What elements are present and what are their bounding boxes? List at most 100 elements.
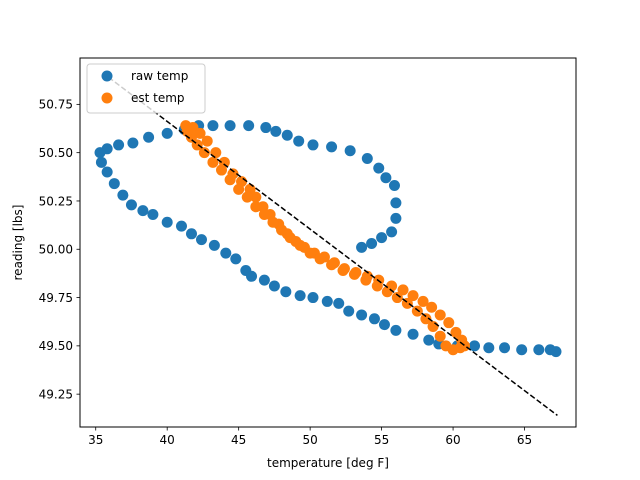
raw-temp-point: [380, 172, 392, 184]
x-tick-label: 35: [88, 433, 103, 447]
raw-temp-point: [307, 292, 319, 304]
est-temp-point: [194, 127, 206, 139]
raw-temp-point: [373, 162, 385, 174]
raw-temp-point: [137, 205, 149, 217]
raw-temp-point: [356, 309, 368, 321]
raw-temp-point: [185, 228, 197, 240]
raw-temp-point: [516, 344, 528, 356]
raw-temp-point: [220, 247, 232, 259]
est-temp-point: [420, 313, 432, 325]
est-temp-point: [258, 208, 270, 220]
est-temp-point: [207, 156, 219, 168]
raw-temp-point: [143, 131, 155, 143]
y-tick-label: 49.75: [39, 291, 73, 305]
raw-temp-point: [533, 344, 545, 356]
y-tick-label: 49.50: [39, 339, 73, 353]
raw-temp-point: [161, 216, 173, 228]
raw-temp-point: [101, 166, 113, 178]
est-temp-point: [434, 330, 446, 342]
est-temp-point: [337, 265, 349, 277]
raw-temp-point: [390, 212, 402, 224]
raw-temp-point: [469, 340, 481, 352]
raw-temp-point: [361, 152, 373, 164]
est-temp-point: [443, 317, 455, 329]
y-tick-label: 50.75: [39, 98, 73, 112]
est-temp-point: [224, 174, 236, 186]
y-tick-label: 50.00: [39, 243, 73, 257]
raw-temp-point: [224, 120, 236, 132]
raw-temp-point: [125, 199, 137, 211]
est-temp-point: [250, 201, 262, 213]
fit-line: [108, 76, 558, 417]
raw-temp-point: [108, 178, 120, 190]
raw-temp-point: [499, 342, 511, 354]
est-temp-point: [181, 125, 193, 137]
raw-temp-point: [243, 120, 255, 132]
raw-temp-point: [208, 239, 220, 251]
raw-temp-point: [376, 232, 388, 244]
est-temp-point: [314, 253, 326, 265]
raw-temp-point: [366, 237, 378, 249]
est-temp-point: [426, 301, 438, 313]
raw-temp-point: [294, 290, 306, 302]
raw-temp-point: [117, 189, 129, 201]
est-temp-point: [360, 274, 372, 286]
raw-temp-point: [388, 180, 400, 192]
est-temp-point: [391, 292, 403, 304]
raw-temp-point: [175, 220, 187, 232]
y-axis-label: reading [lbs]: [11, 205, 25, 281]
raw-temp-point: [378, 319, 390, 331]
est-temp-point: [371, 280, 383, 292]
raw-temp-point: [307, 139, 319, 151]
raw-temp-point: [127, 137, 139, 149]
raw-temp-point: [147, 208, 159, 220]
est-temp-point: [411, 305, 423, 317]
legend-label-est-temp: est temp: [131, 91, 185, 105]
est-temp-point: [417, 295, 429, 307]
raw-temp-point: [95, 156, 107, 168]
est-temp-point: [450, 326, 462, 338]
raw-temp-point: [333, 297, 345, 309]
x-axis-label: temperature [deg F]: [267, 456, 389, 470]
est-temp-point: [434, 309, 446, 321]
est-temp-point: [407, 290, 419, 302]
est-temp-point: [267, 216, 279, 228]
est-temp-point: [233, 183, 245, 195]
est-temp-point: [304, 247, 316, 259]
x-tick-label: 60: [445, 433, 460, 447]
est-temp-point: [440, 340, 452, 352]
y-tick-label: 50.25: [39, 194, 73, 208]
raw-temp-point: [258, 274, 270, 286]
raw-temp-point: [483, 342, 495, 354]
est-temp-point: [216, 164, 228, 176]
est-temp-point: [276, 224, 288, 236]
x-tick-label: 55: [374, 433, 389, 447]
est-temp-point: [201, 135, 213, 147]
raw-temp-point: [407, 328, 419, 340]
x-tick-label: 50: [302, 433, 317, 447]
est-temp-point: [210, 147, 222, 159]
x-tick-label: 65: [517, 433, 532, 447]
series-layer: [94, 76, 562, 417]
x-tick-label: 40: [160, 433, 175, 447]
raw-temp-point: [113, 139, 125, 151]
raw-temp-point: [94, 147, 106, 159]
est-temp-point: [348, 268, 360, 280]
raw-temp-point: [260, 122, 272, 134]
raw-temp-point: [321, 295, 333, 307]
y-tick-label: 50.50: [39, 146, 73, 160]
series-2: [108, 76, 558, 417]
x-axis: 35 40 45 50 55 60 65: [88, 427, 532, 447]
est-temp-point: [198, 147, 210, 159]
x-tick-label: 45: [231, 433, 246, 447]
est-temp-point: [250, 191, 262, 203]
raw-temp-point: [343, 305, 355, 317]
series-1: [180, 120, 471, 356]
raw-temp-point: [207, 120, 219, 132]
raw-temp-point: [344, 145, 356, 157]
raw-temp-point: [423, 334, 435, 346]
y-tick-label: 49.25: [39, 387, 73, 401]
legend-marker-raw-temp: [101, 70, 113, 82]
raw-temp-point: [386, 226, 398, 238]
